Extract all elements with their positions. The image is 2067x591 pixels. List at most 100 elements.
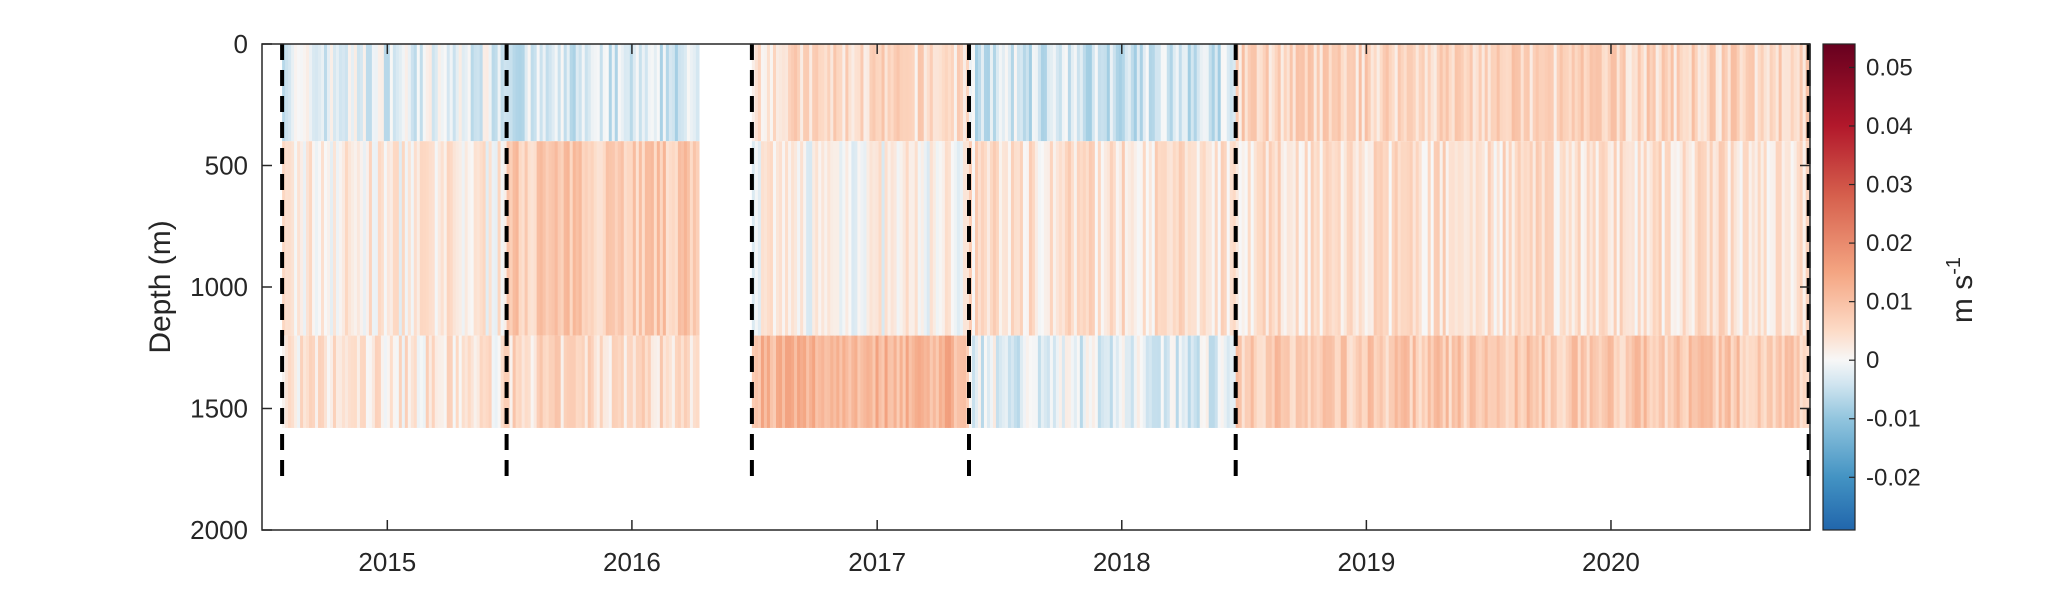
heatmap-cell <box>782 44 786 142</box>
heatmap-cell <box>1397 335 1402 428</box>
heatmap-cell <box>842 44 846 142</box>
heatmap-cell <box>1325 335 1330 428</box>
heatmap-cell <box>1253 141 1258 336</box>
heatmap-cell <box>1772 44 1777 142</box>
heatmap-cell <box>470 141 475 336</box>
heatmap-cell <box>1001 44 1006 142</box>
heatmap-cell <box>1184 44 1189 142</box>
heatmap-cell <box>1373 335 1378 428</box>
heatmap-cell <box>647 335 652 428</box>
heatmap-cell <box>959 44 964 142</box>
heatmap-cell <box>830 335 834 428</box>
heatmap-cell <box>1007 141 1012 336</box>
heatmap-cell <box>581 141 586 336</box>
heatmap-cell <box>1211 335 1216 428</box>
heatmap-cell <box>377 335 382 428</box>
heatmap-cell <box>1313 44 1318 142</box>
heatmap-cell <box>1010 141 1015 336</box>
heatmap-cell <box>563 141 568 336</box>
heatmap-cell <box>374 141 379 336</box>
heatmap-cell <box>1142 335 1147 428</box>
heatmap-cell <box>1682 44 1687 142</box>
heatmap-cell <box>341 335 346 428</box>
heatmap-cell <box>962 44 967 142</box>
heatmap-cell <box>905 141 910 336</box>
heatmap-cell <box>1262 44 1267 142</box>
heatmap-cell <box>1715 44 1720 142</box>
heatmap-cell <box>1505 335 1510 428</box>
heatmap-cell <box>1649 44 1654 142</box>
heatmap-cell <box>1664 141 1669 336</box>
heatmap-cell <box>392 141 397 336</box>
heatmap-cell <box>1082 141 1087 336</box>
heatmap-cell <box>368 44 373 142</box>
heatmap-cell <box>757 141 762 336</box>
heatmap-cell <box>467 44 472 142</box>
heatmap-cell <box>754 44 759 142</box>
heatmap-cell <box>887 335 892 428</box>
heatmap-cell <box>431 44 436 142</box>
heatmap-cell <box>1205 141 1210 336</box>
heatmap-cell <box>1415 335 1420 428</box>
heatmap-cell <box>386 141 391 336</box>
heatmap-cell <box>638 44 643 142</box>
heatmap-cell <box>1166 141 1171 336</box>
heatmap-cell <box>800 44 804 142</box>
heatmap-cell <box>1778 141 1783 336</box>
heatmap-cell <box>686 141 691 336</box>
heatmap-cell <box>644 141 649 336</box>
heatmap-cell <box>1097 141 1102 336</box>
heatmap-cell <box>863 141 868 336</box>
heatmap-cell <box>1055 44 1060 142</box>
heatmap-cell <box>1556 141 1561 336</box>
heatmap-cell <box>806 44 810 142</box>
colorbar <box>1822 43 1856 531</box>
heatmap-cell <box>1406 44 1411 142</box>
heatmap-cell <box>1076 141 1081 336</box>
heatmap-cell <box>545 141 550 336</box>
colorbar-unit-label: m s-1 <box>1943 257 1979 323</box>
heatmap-cell <box>1097 44 1102 142</box>
heatmap-cell <box>1118 141 1123 336</box>
heatmap-cell <box>1337 335 1342 428</box>
heatmap-cell <box>650 141 655 336</box>
heatmap-cell <box>1328 141 1333 336</box>
heatmap-cell <box>760 44 765 142</box>
heatmap-cell <box>766 44 771 142</box>
heatmap-cell <box>923 44 928 142</box>
heatmap-cell <box>754 335 759 428</box>
heatmap-cell <box>1457 141 1462 336</box>
heatmap-cell <box>818 44 822 142</box>
heatmap-cell <box>1496 335 1501 428</box>
heatmap-cell <box>324 335 328 428</box>
heatmap-cell <box>1085 141 1090 336</box>
heatmap-cell <box>365 141 370 336</box>
heatmap-cell <box>920 335 925 428</box>
heatmap-cell <box>680 141 685 336</box>
heatmap-cell <box>1514 44 1519 142</box>
heatmap-cell <box>860 44 865 142</box>
heatmap-cell <box>330 44 334 142</box>
heatmap-cell <box>1214 335 1219 428</box>
heatmap-cell <box>1376 44 1381 142</box>
heatmap-cell <box>1124 335 1129 428</box>
heatmap-cell <box>1307 44 1312 142</box>
heatmap-cell <box>791 141 795 336</box>
heatmap-cell <box>1793 141 1798 336</box>
heatmap-cell <box>303 44 307 142</box>
heatmap-cell <box>986 141 991 336</box>
heatmap-cell <box>1376 141 1381 336</box>
heatmap-cell <box>656 44 661 142</box>
heatmap-cell <box>1469 335 1474 428</box>
heatmap-cell <box>1538 335 1543 428</box>
heatmap-cell <box>1739 141 1744 336</box>
heatmap-cell <box>794 141 798 336</box>
heatmap-cell <box>419 335 424 428</box>
heatmap-cell <box>917 335 922 428</box>
heatmap-cell <box>1280 44 1285 142</box>
heatmap-cell <box>920 44 925 142</box>
heatmap-cell <box>1022 335 1027 428</box>
heatmap-cell <box>914 141 919 336</box>
heatmap-cell <box>1583 44 1588 142</box>
heatmap-cell <box>1115 141 1120 336</box>
